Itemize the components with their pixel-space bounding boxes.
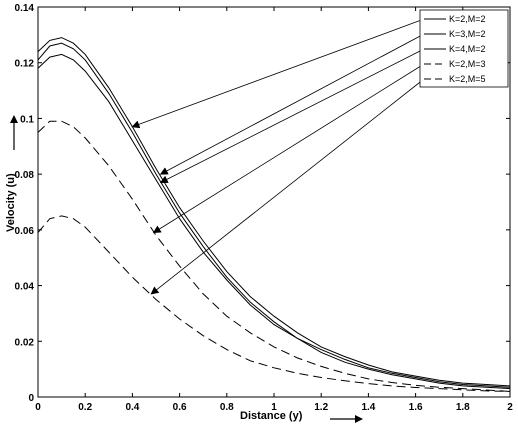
x-tick-label: 0.4: [125, 402, 139, 413]
x-tick-label: 2: [507, 402, 513, 413]
annotation-arrow-2: [159, 33, 425, 175]
series-line-2: [37, 42, 511, 388]
x-tick-label: 0.8: [220, 402, 234, 413]
legend: K=2,M=2 K=3,M=2 K=4,M=2 K=2,M=3 K=2,M=5: [419, 9, 509, 88]
legend-label: K=4,M=2: [449, 44, 486, 54]
y-tick-label: 0: [28, 393, 34, 404]
x-tick-label: 1.2: [314, 402, 328, 413]
annotation-layer: [131, 18, 425, 295]
x-tick-label: 0: [35, 402, 41, 413]
x-tick-label: 1.6: [409, 402, 423, 413]
x-ticks: 0 0.2 0.4 0.6 0.8 1 1.2 1.4 1.6 1.8 2: [35, 7, 513, 413]
legend-label: K=3,M=2: [449, 29, 486, 39]
y-tick-label: 0.1: [20, 114, 34, 125]
y-tick-label: 0.12: [15, 59, 35, 70]
x-axis-label-group: Distance (y): [240, 410, 363, 423]
series-line-3: [37, 53, 511, 390]
y-axis-label-group: Velocity (u): [5, 115, 18, 232]
series-line-1: [37, 37, 511, 387]
series-line-4: [37, 120, 511, 392]
y-axis-label: Velocity (u): [5, 173, 17, 232]
legend-label: K=2,M=3: [449, 59, 486, 69]
y-tick-label: 0.14: [15, 3, 35, 14]
y-ticks: 0 0.02 0.04 0.06 0.08 0.1 0.12 0.14: [15, 3, 510, 404]
y-tick-label: 0.02: [15, 337, 35, 348]
legend-label: K=2,M=2: [449, 14, 486, 24]
annotation-arrow-1: [131, 18, 425, 129]
y-tick-label: 0.06: [15, 226, 35, 237]
annotation-arrow-5: [150, 78, 425, 295]
series-layer: [37, 37, 511, 392]
annotation-arrow-3: [159, 48, 425, 183]
x-tick-label: 0.2: [78, 402, 92, 413]
legend-label: K=2,M=5: [449, 74, 486, 84]
y-tick-label: 0.08: [15, 170, 35, 181]
x-tick-label: 0.6: [173, 402, 187, 413]
y-tick-label: 0.04: [15, 282, 35, 293]
x-tick-label: 1.8: [456, 402, 470, 413]
x-tick-label: 1.4: [361, 402, 375, 413]
series-line-5: [37, 215, 511, 392]
x-axis-label: Distance (y): [240, 410, 303, 422]
annotation-arrow-4: [152, 63, 425, 234]
x-tick-label: 1: [271, 402, 277, 413]
